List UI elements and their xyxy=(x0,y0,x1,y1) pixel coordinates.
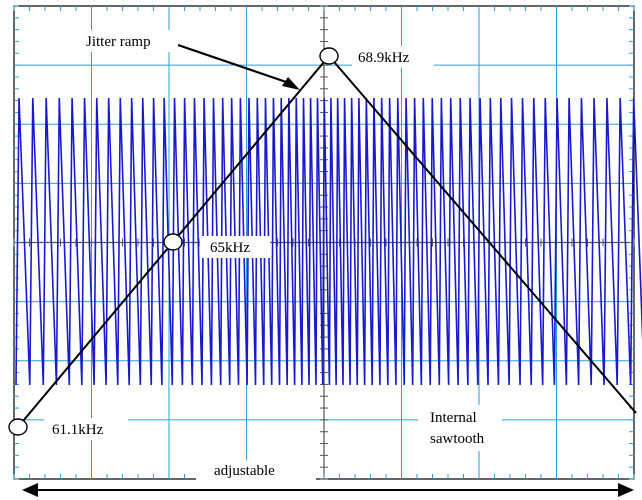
adjustable-span-arrowhead-left xyxy=(22,483,38,497)
internal-sawtooth-label-bg xyxy=(418,405,502,451)
peak-frequency-label: 68.9kHz xyxy=(358,50,410,66)
peak-frequency-label-bg xyxy=(352,46,434,68)
low-frequency-marker xyxy=(8,418,28,436)
low-frequency-label-bg xyxy=(44,418,128,440)
internal-sawtooth-waveform xyxy=(15,97,642,386)
jitter-ramp-label-bg xyxy=(82,30,178,52)
jitter-ramp-arrowhead xyxy=(282,77,300,90)
adjustable-span-arrowhead-right xyxy=(618,483,634,497)
jitter-ramp-arrow-line xyxy=(177,43,293,86)
mid-frequency-label: 65kHz xyxy=(210,240,250,256)
low-frequency-label: 61.1kHz xyxy=(52,422,104,438)
mid-frequency-marker xyxy=(163,233,183,251)
peak-frequency-marker xyxy=(319,47,339,65)
mid-frequency-label-bg xyxy=(200,236,270,258)
adjustable-label-bg xyxy=(196,460,316,482)
internal-sawtooth-label-line1: Internal xyxy=(430,410,477,426)
jitter-ramp-label: Jitter ramp xyxy=(86,34,151,50)
internal-sawtooth-label-line2: sawtooth xyxy=(430,431,485,447)
adjustable-label: adjustable xyxy=(214,463,275,479)
